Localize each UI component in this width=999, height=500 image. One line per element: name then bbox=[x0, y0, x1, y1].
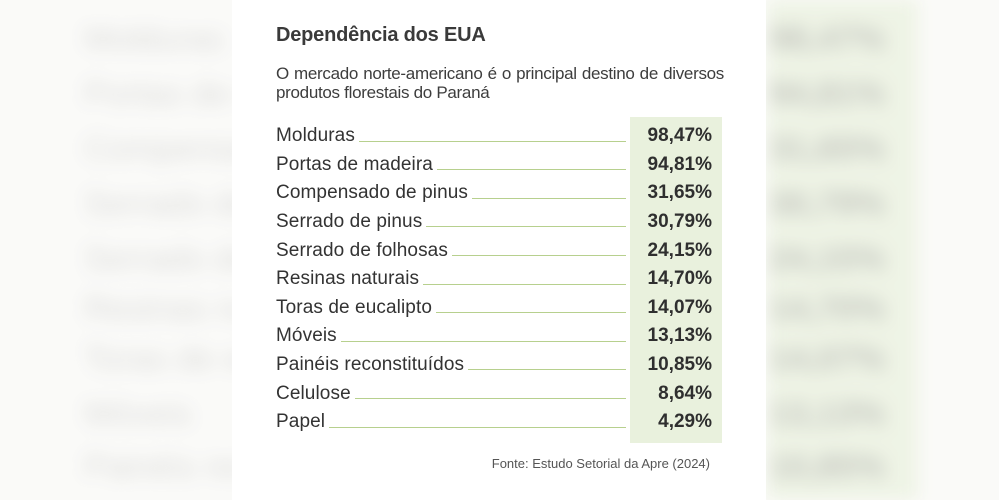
list-item: Painéis reconstituídos 10,85% bbox=[276, 351, 726, 380]
product-name: Serrado de pinus bbox=[276, 211, 423, 233]
right-margin-overlay bbox=[766, 0, 999, 500]
dotted-leader-line bbox=[358, 140, 626, 142]
product-name: Portas de madeira bbox=[276, 153, 433, 175]
list-item: Toras de eucalipto 14,07% bbox=[276, 294, 726, 323]
product-percentage: 4,29% bbox=[658, 411, 712, 433]
product-percentage: 8,64% bbox=[658, 382, 712, 404]
product-percentage: 94,81% bbox=[647, 153, 712, 175]
product-percentage: 14,07% bbox=[647, 296, 712, 318]
dotted-leader-line bbox=[354, 397, 626, 399]
product-percentage: 24,15% bbox=[647, 239, 712, 261]
dotted-leader-line bbox=[329, 426, 626, 428]
infographic-title: Dependência dos EUA bbox=[276, 24, 486, 46]
list-item: Molduras 98,47% bbox=[276, 122, 726, 151]
infographic-card: Dependência dos EUA O mercado norte-amer… bbox=[232, 0, 766, 500]
list-item: Portas de madeira 94,81% bbox=[276, 151, 726, 180]
product-name: Celulose bbox=[276, 382, 351, 404]
product-name: Toras de eucalipto bbox=[276, 296, 433, 318]
dotted-leader-line bbox=[340, 340, 626, 342]
dotted-leader-line bbox=[451, 254, 626, 256]
product-name: Compensado de pinus bbox=[276, 182, 469, 204]
product-percentage: 13,13% bbox=[647, 325, 712, 347]
product-percentage: 14,70% bbox=[647, 268, 712, 290]
infographic-subtitle: O mercado norte-americano é o principal … bbox=[276, 64, 724, 102]
dotted-leader-line bbox=[426, 226, 626, 228]
dotted-leader-line bbox=[423, 283, 626, 285]
dotted-leader-line bbox=[436, 312, 626, 314]
product-list: Molduras 98,47% Portas de madeira 94,81%… bbox=[276, 122, 726, 437]
source-credit: Fonte: Estudo Setorial da Apre (2024) bbox=[491, 456, 710, 471]
dotted-leader-line bbox=[468, 369, 626, 371]
list-item: Serrado de folhosas 24,15% bbox=[276, 236, 726, 265]
product-percentage: 31,65% bbox=[647, 182, 712, 204]
product-percentage: 10,85% bbox=[647, 354, 712, 376]
product-name: Serrado de folhosas bbox=[276, 239, 448, 261]
background-value-band bbox=[768, 0, 918, 500]
product-percentage: 30,79% bbox=[647, 211, 712, 233]
list-item: Móveis 13,13% bbox=[276, 322, 726, 351]
product-name: Resinas naturais bbox=[276, 268, 420, 290]
product-name: Painéis reconstituídos bbox=[276, 354, 465, 376]
value-column-background bbox=[630, 117, 722, 443]
list-item: Resinas naturais 14,70% bbox=[276, 265, 726, 294]
product-name: Papel bbox=[276, 411, 326, 433]
dotted-leader-line bbox=[436, 169, 626, 171]
list-item: Serrado de pinus 30,79% bbox=[276, 208, 726, 237]
left-margin-overlay bbox=[0, 0, 232, 500]
list-item: Papel 4,29% bbox=[276, 408, 726, 437]
list-item: Celulose 8,64% bbox=[276, 379, 726, 408]
product-name: Móveis bbox=[276, 325, 337, 347]
product-percentage: 98,47% bbox=[647, 125, 712, 147]
list-item: Compensado de pinus 31,65% bbox=[276, 179, 726, 208]
dotted-leader-line bbox=[472, 197, 626, 199]
product-name: Molduras bbox=[276, 125, 355, 147]
